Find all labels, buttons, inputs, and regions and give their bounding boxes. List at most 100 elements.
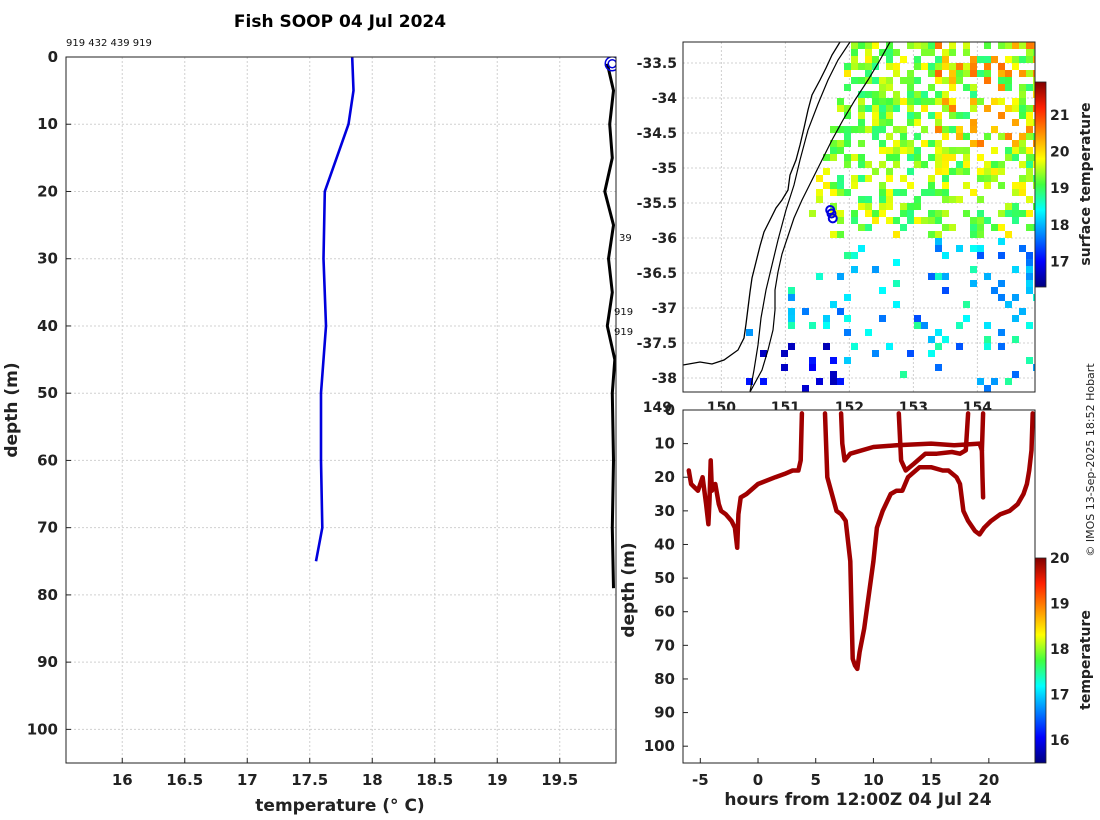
sst-pixel	[991, 161, 998, 168]
sst-pixel	[1033, 224, 1035, 231]
sst-pixel	[893, 98, 900, 105]
sst-pixel	[942, 147, 949, 154]
sst-pixel	[844, 294, 851, 301]
sst-pixel	[970, 56, 977, 63]
sst-pixel	[781, 350, 788, 357]
sst-pixel	[837, 105, 844, 112]
sst-pixel	[970, 98, 977, 105]
sst-pixel	[984, 161, 991, 168]
sst-pixel	[984, 322, 991, 329]
sst-pixel	[900, 147, 907, 154]
sst-pixel	[907, 154, 914, 161]
sst-pixel	[949, 49, 956, 56]
sst-pixel	[830, 140, 837, 147]
profile-marker	[604, 57, 616, 72]
sst-pixel	[1019, 70, 1026, 77]
profile-y-ticks: 0 10 20 30 40 50 60 70 80 90 100	[27, 48, 71, 738]
sst-pixel	[963, 168, 970, 175]
sst-pixel	[1019, 182, 1026, 189]
depth-time-x-label: hours from 12:00Z 04 Jul 24	[724, 790, 991, 810]
sst-pixel	[1005, 147, 1012, 154]
sst-pixel	[900, 371, 907, 378]
profile-x-tick-label: 16	[112, 771, 133, 789]
sst-pixel	[865, 91, 872, 98]
sst-pixel	[1026, 259, 1033, 266]
profile-y-tick-label: 70	[37, 519, 58, 537]
sst-pixel	[998, 168, 1005, 175]
sst-pixel	[970, 140, 977, 147]
sst-pixel	[991, 147, 998, 154]
sst-pixel	[914, 322, 921, 329]
sst-pixel	[998, 252, 1005, 259]
dt-x-tick-label: 0	[753, 771, 763, 789]
profile-x-ticks: 16 16.5 17 17.5 18 18.5 19 19.5	[112, 758, 578, 789]
sst-pixel	[963, 161, 970, 168]
depth-time-colorbar-label: temperature	[1078, 610, 1094, 710]
sst-pixel	[977, 168, 984, 175]
sst-pixel	[1026, 175, 1033, 182]
sst-pixel	[1012, 147, 1019, 154]
sst-pixel	[844, 315, 851, 322]
profile-x-tick-label: 18	[362, 771, 383, 789]
map-y-tick-label: -36	[652, 231, 677, 247]
sst-pixel	[1019, 84, 1026, 91]
sst-pixel	[844, 70, 851, 77]
sst-pixel	[970, 245, 977, 252]
sst-pixel	[851, 252, 858, 259]
sst-pixel	[977, 196, 984, 203]
sst-pixel	[956, 77, 963, 84]
sst-pixel	[893, 147, 900, 154]
profile-y-tick-label: 80	[37, 586, 58, 604]
sst-pixel	[872, 91, 879, 98]
shelf-contour	[749, 42, 851, 392]
sst-pixel	[928, 112, 935, 119]
track-point	[826, 208, 837, 219]
sst-pixel	[984, 217, 991, 224]
sst-pixel	[809, 322, 816, 329]
sst-pixel	[851, 210, 858, 217]
map-panel: 149 150 151 152 153 154 -33.5-34-34.5-35-35.5…	[637, 41, 1094, 416]
sst-pixel	[900, 210, 907, 217]
sst-pixel	[830, 189, 837, 196]
map-colorbar-ticks: 17 18 19 20 21	[1050, 108, 1070, 270]
sst-pixel	[872, 210, 879, 217]
sst-pixel	[963, 112, 970, 119]
sst-pixel	[1012, 42, 1019, 49]
sst-pixel	[858, 112, 865, 119]
profile-x-tick-label: 16.5	[166, 771, 203, 789]
sst-pixel	[893, 49, 900, 56]
profile-series-line-1	[603, 63, 616, 589]
sst-pixel	[858, 42, 865, 49]
sst-pixel	[984, 77, 991, 84]
sst-pixel	[865, 329, 872, 336]
sst-pixel	[879, 147, 886, 154]
sst-pixel	[837, 140, 844, 147]
sst-pixel	[998, 63, 1005, 70]
map-colorbar-tick-label: 20	[1050, 145, 1070, 161]
sst-pixel	[1026, 266, 1033, 273]
sst-pixel	[1026, 161, 1033, 168]
dt-track-segment-4	[979, 448, 986, 500]
sst-pixel	[1012, 63, 1019, 70]
sst-pixel	[1026, 280, 1033, 287]
dt-x-tick-label: -5	[692, 771, 709, 789]
sst-pixel	[830, 371, 837, 378]
sst-pixel	[858, 91, 865, 98]
sst-pixel	[1005, 84, 1012, 91]
sst-pixel	[942, 273, 949, 280]
sst-pixel	[942, 252, 949, 259]
sst-pixel	[914, 112, 921, 119]
sst-pixel	[963, 182, 970, 189]
sst-pixel	[949, 77, 956, 84]
sst-pixel	[865, 224, 872, 231]
sst-pixel	[879, 140, 886, 147]
sst-pixel	[914, 196, 921, 203]
sst-pixel	[970, 224, 977, 231]
sst-pixel	[977, 252, 984, 259]
profile-y-label: depth (m)	[2, 362, 22, 457]
map-y-tick-label: -34.5	[637, 126, 677, 142]
sst-pixel	[928, 182, 935, 189]
sst-pixel	[788, 294, 795, 301]
profile-y-tick-label: 20	[37, 182, 58, 200]
coastline	[683, 42, 841, 366]
